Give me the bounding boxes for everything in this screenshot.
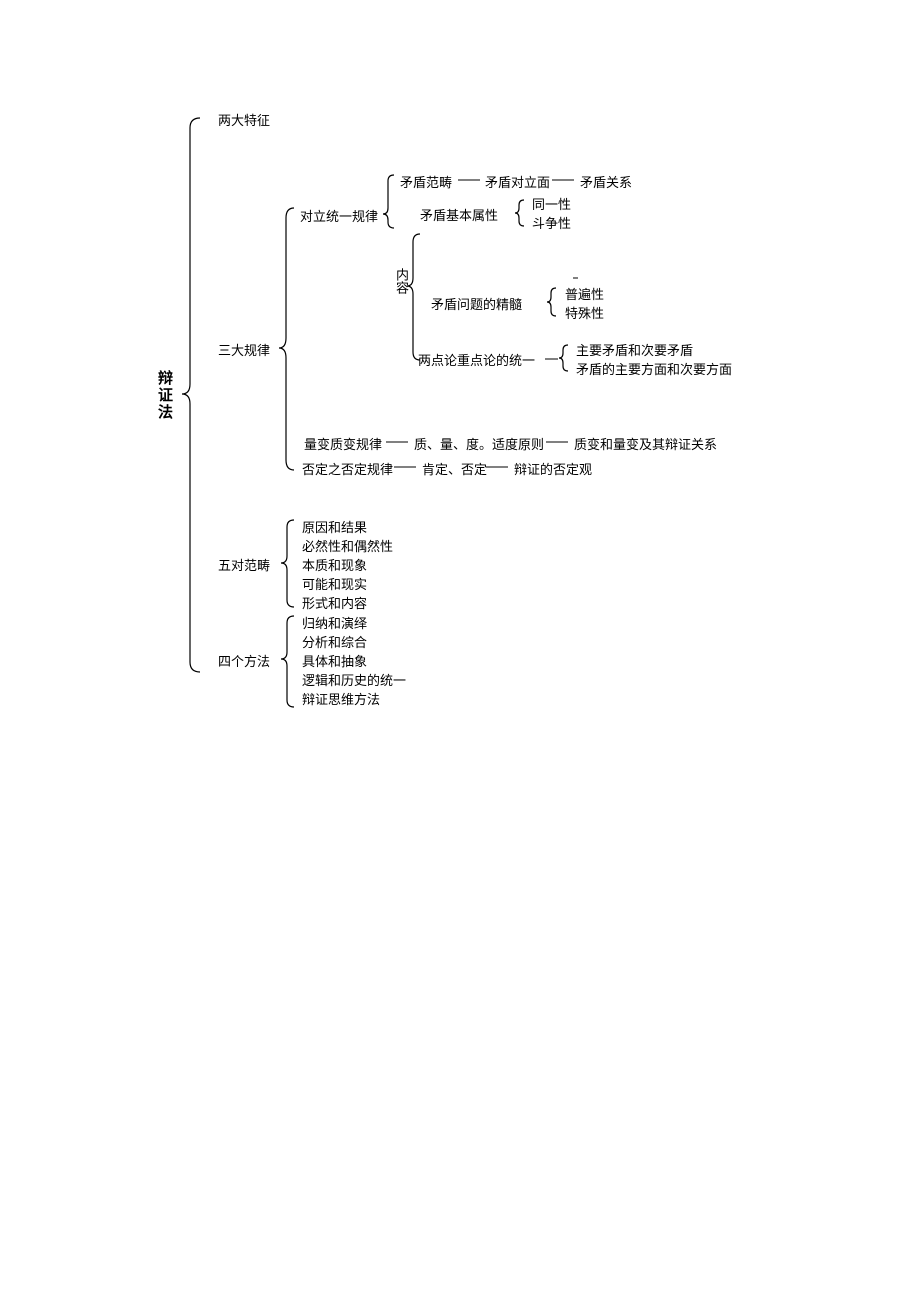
four-methods-item: 归纳和演绎 bbox=[302, 613, 367, 632]
five-pairs-item: 必然性和偶然性 bbox=[302, 536, 393, 555]
four-methods-item: 具体和抽象 bbox=[302, 651, 367, 670]
category-p2: 矛盾对立面 bbox=[485, 172, 550, 191]
content-label: 内容 bbox=[392, 268, 411, 294]
five-pairs-item: 形式和内容 bbox=[302, 593, 367, 612]
quant-qual-p2: 质、量、度。适度原则 bbox=[414, 434, 544, 453]
four-methods: 四个方法 bbox=[218, 651, 270, 670]
three-laws: 三大规律 bbox=[218, 340, 270, 359]
aspects: 矛盾的主要方面和次要方面 bbox=[576, 359, 732, 378]
five-pairs-item: 可能和现实 bbox=[302, 574, 367, 593]
five-pairs-item: 原因和结果 bbox=[302, 517, 367, 536]
connectors-layer bbox=[0, 0, 920, 1302]
two-features: 两大特征 bbox=[218, 110, 270, 129]
opposition-unity: 对立统一规律 bbox=[300, 206, 378, 225]
four-methods-item: 逻辑和历史的统一 bbox=[302, 670, 406, 689]
neg-neg-p2: 肯定、否定 bbox=[422, 459, 487, 478]
identity: 同一性 bbox=[532, 194, 571, 213]
category-p1: 矛盾范畴 bbox=[400, 172, 452, 191]
root-label: 辩证法 bbox=[154, 370, 175, 421]
category-p3: 矛盾关系 bbox=[580, 172, 632, 191]
four-methods-item: 分析和综合 bbox=[302, 632, 367, 651]
five-pairs: 五对范畴 bbox=[218, 555, 270, 574]
universality: 普遍性 bbox=[565, 284, 604, 303]
quant-qual-p1: 量变质变规律 bbox=[304, 434, 382, 453]
quant-qual-p3: 质变和量变及其辩证关系 bbox=[574, 434, 717, 453]
five-pairs-item: 本质和现象 bbox=[302, 555, 367, 574]
primary-secondary: 主要矛盾和次要矛盾 bbox=[576, 340, 693, 359]
particularity: 特殊性 bbox=[565, 303, 604, 322]
essence: 矛盾问题的精髓 bbox=[431, 294, 522, 313]
neg-neg-p3: 辩证的否定观 bbox=[514, 459, 592, 478]
neg-neg-p1: 否定之否定规律 bbox=[302, 459, 393, 478]
struggle: 斗争性 bbox=[532, 213, 571, 232]
four-methods-item: 辩证思维方法 bbox=[302, 689, 380, 708]
two-points: 两点论重点论的统一 bbox=[418, 350, 535, 369]
basic-attributes: 矛盾基本属性 bbox=[420, 205, 498, 224]
